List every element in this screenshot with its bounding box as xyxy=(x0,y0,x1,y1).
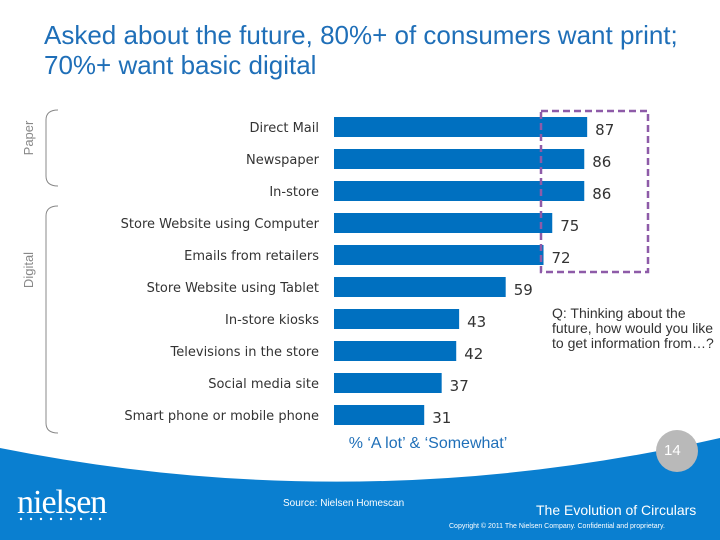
value-label: 59 xyxy=(514,281,533,299)
bar xyxy=(334,181,585,201)
category-label: Televisions in the store xyxy=(170,345,319,360)
value-label: 75 xyxy=(560,217,579,235)
value-label: 87 xyxy=(595,121,614,139)
bar xyxy=(334,341,457,361)
deck-title: The Evolution of Circulars xyxy=(536,502,697,518)
category-label: Store Website using Tablet xyxy=(147,281,319,296)
value-label: 72 xyxy=(552,249,571,267)
bar xyxy=(334,405,425,425)
value-label: 86 xyxy=(592,185,611,203)
category-label: In-store xyxy=(269,185,319,200)
highlight-box xyxy=(539,109,650,274)
category-label: Social media site xyxy=(208,377,319,392)
slide-title: Asked about the future, 80%+ of consumer… xyxy=(44,20,678,80)
bar xyxy=(334,277,506,297)
source-text: Source: Nielsen Homescan xyxy=(283,498,405,509)
bar xyxy=(334,309,460,329)
x-axis-label: % ‘A lot’ & ‘Somewhat’ xyxy=(349,435,508,452)
logo-dots xyxy=(19,517,102,521)
page-number: 14 xyxy=(664,442,681,459)
value-label: 42 xyxy=(464,345,483,363)
group-brace xyxy=(45,205,59,434)
question-text: Q: Thinking about the future, how would … xyxy=(552,305,714,351)
group-label: Paper xyxy=(21,120,36,155)
category-label: Store Website using Computer xyxy=(121,217,320,232)
value-label: 43 xyxy=(467,313,486,331)
bar xyxy=(334,373,442,393)
value-label: 37 xyxy=(450,377,469,395)
nielsen-logo: nielsen xyxy=(17,484,107,521)
bar xyxy=(334,117,588,137)
group-brace xyxy=(45,109,59,187)
category-label: In-store kiosks xyxy=(225,313,319,328)
bar xyxy=(334,149,585,169)
category-label: Direct Mail xyxy=(250,121,319,136)
copyright-text: Copyright © 2011 The Nielsen Company. Co… xyxy=(449,523,665,530)
group-label: Digital xyxy=(21,252,36,288)
value-label: 31 xyxy=(432,409,451,427)
bar xyxy=(334,213,553,233)
category-label: Smart phone or mobile phone xyxy=(124,409,319,424)
bar xyxy=(334,245,544,265)
category-label: Emails from retailers xyxy=(184,249,319,264)
page-number-badge xyxy=(656,430,698,472)
category-label: Newspaper xyxy=(246,153,320,168)
value-label: 86 xyxy=(592,153,611,171)
